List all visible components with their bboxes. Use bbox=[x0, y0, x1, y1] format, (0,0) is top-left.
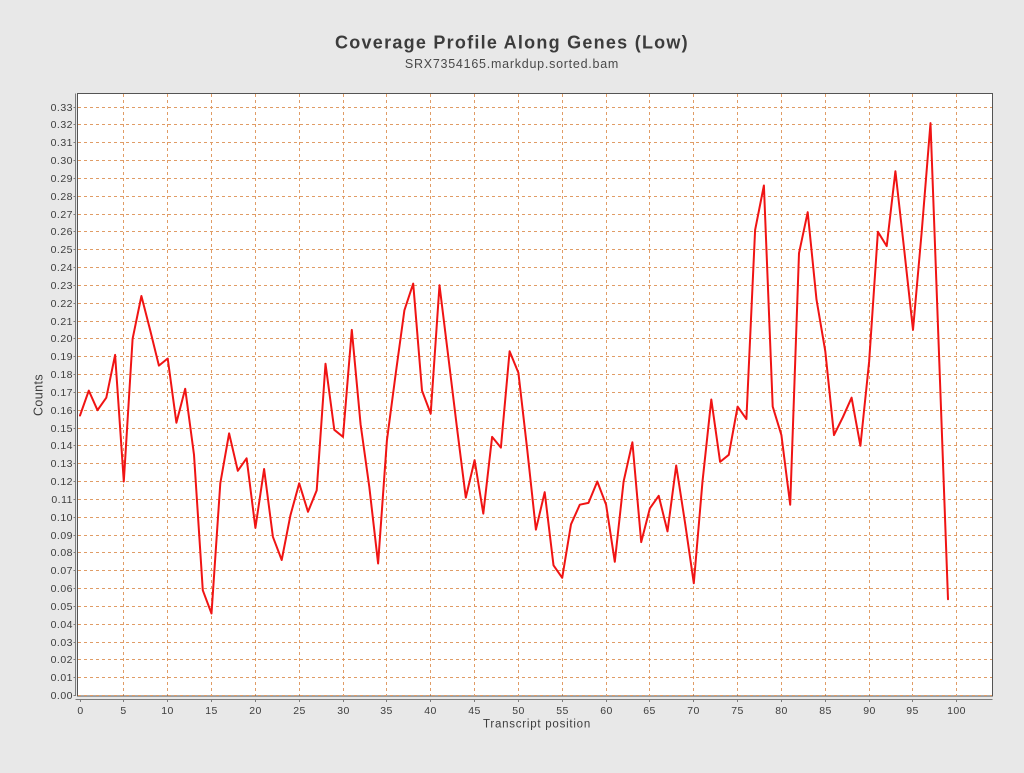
svg-text:SRX7354165.markdup.sorted.bam: SRX7354165.markdup.sorted.bam bbox=[405, 57, 619, 71]
svg-text:0.14: 0.14 bbox=[51, 440, 73, 452]
svg-text:0.29: 0.29 bbox=[51, 173, 73, 185]
svg-text:0.06: 0.06 bbox=[51, 583, 73, 595]
svg-text:0.13: 0.13 bbox=[51, 458, 73, 470]
svg-text:95: 95 bbox=[906, 705, 918, 717]
svg-text:0.07: 0.07 bbox=[51, 565, 73, 577]
svg-text:75: 75 bbox=[731, 705, 743, 717]
svg-text:15: 15 bbox=[205, 705, 217, 717]
svg-text:0.32: 0.32 bbox=[51, 119, 73, 131]
svg-text:0.03: 0.03 bbox=[51, 637, 73, 649]
svg-text:35: 35 bbox=[380, 705, 392, 717]
svg-text:0.27: 0.27 bbox=[51, 209, 73, 221]
svg-text:0.21: 0.21 bbox=[51, 316, 73, 328]
svg-text:0.02: 0.02 bbox=[51, 654, 73, 666]
svg-text:0.24: 0.24 bbox=[51, 262, 73, 274]
svg-text:0.30: 0.30 bbox=[51, 155, 73, 167]
svg-text:25: 25 bbox=[293, 705, 305, 717]
svg-text:55: 55 bbox=[556, 705, 568, 717]
svg-text:0.04: 0.04 bbox=[51, 619, 73, 631]
svg-text:0.15: 0.15 bbox=[51, 423, 73, 435]
svg-text:65: 65 bbox=[643, 705, 655, 717]
svg-text:0.08: 0.08 bbox=[51, 547, 73, 559]
svg-text:45: 45 bbox=[468, 705, 480, 717]
svg-text:100: 100 bbox=[947, 705, 966, 717]
svg-text:70: 70 bbox=[687, 705, 699, 717]
svg-text:0.33: 0.33 bbox=[51, 102, 73, 114]
svg-text:0.28: 0.28 bbox=[51, 191, 73, 203]
svg-text:0.19: 0.19 bbox=[51, 351, 73, 363]
svg-text:0.22: 0.22 bbox=[51, 298, 73, 310]
svg-text:20: 20 bbox=[249, 705, 261, 717]
svg-text:0.20: 0.20 bbox=[51, 333, 73, 345]
svg-text:40: 40 bbox=[424, 705, 436, 717]
svg-text:0.11: 0.11 bbox=[51, 494, 73, 506]
svg-text:90: 90 bbox=[863, 705, 875, 717]
svg-text:50: 50 bbox=[512, 705, 524, 717]
svg-text:0.25: 0.25 bbox=[51, 244, 73, 256]
svg-text:60: 60 bbox=[600, 705, 612, 717]
svg-text:0.23: 0.23 bbox=[51, 280, 73, 292]
svg-text:0.12: 0.12 bbox=[51, 476, 73, 488]
svg-text:Transcript position: Transcript position bbox=[483, 719, 591, 731]
svg-text:30: 30 bbox=[337, 705, 349, 717]
svg-text:Coverage Profile Along Genes (: Coverage Profile Along Genes (Low) bbox=[335, 33, 689, 53]
svg-text:0.18: 0.18 bbox=[51, 369, 73, 381]
svg-text:80: 80 bbox=[775, 705, 787, 717]
svg-text:10: 10 bbox=[161, 705, 173, 717]
svg-text:0.26: 0.26 bbox=[51, 226, 73, 238]
svg-text:0: 0 bbox=[77, 705, 83, 717]
svg-text:0.17: 0.17 bbox=[51, 387, 73, 399]
svg-text:0.01: 0.01 bbox=[51, 672, 73, 684]
svg-text:0.16: 0.16 bbox=[51, 405, 73, 417]
svg-text:0.31: 0.31 bbox=[51, 137, 73, 149]
svg-text:0.09: 0.09 bbox=[51, 530, 73, 542]
svg-text:0.00: 0.00 bbox=[51, 690, 73, 702]
svg-text:0.05: 0.05 bbox=[51, 601, 73, 613]
svg-text:85: 85 bbox=[819, 705, 831, 717]
svg-text:0.10: 0.10 bbox=[51, 512, 73, 524]
svg-text:5: 5 bbox=[120, 705, 126, 717]
svg-text:Counts: Counts bbox=[32, 374, 46, 416]
